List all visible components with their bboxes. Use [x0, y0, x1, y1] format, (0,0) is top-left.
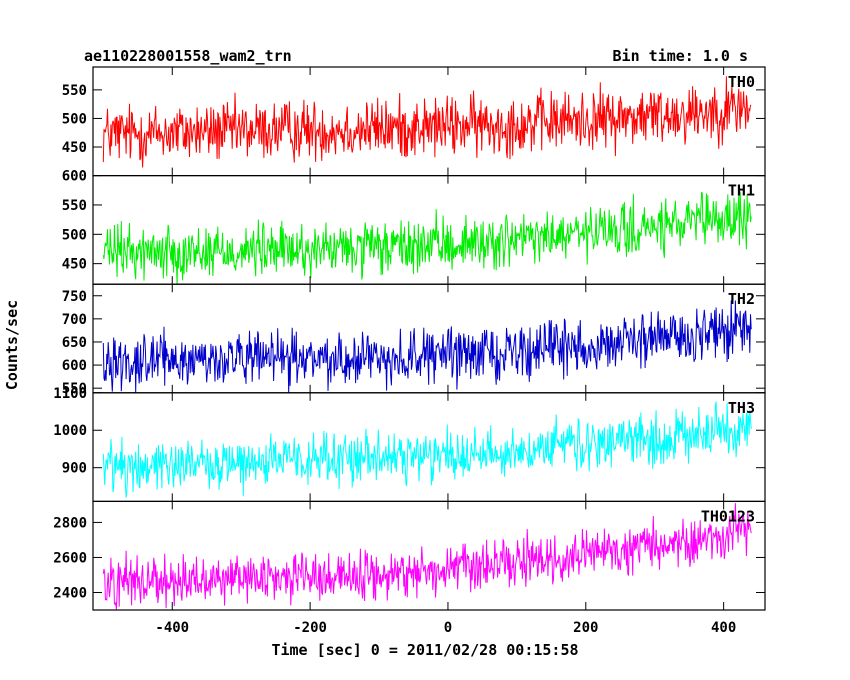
- panel-th2: 550 600 650 700 750 TH2: [62, 283, 766, 397]
- y-tick-label: 550: [62, 83, 87, 99]
- y-tick-label: 1100: [53, 386, 87, 402]
- y-tick-label: 750: [62, 289, 87, 305]
- x-tick-label: 200: [573, 620, 598, 636]
- x-tick-label: 0: [444, 620, 452, 636]
- y-tick-label: 450: [62, 140, 87, 156]
- y-tick-label: 550: [62, 381, 87, 397]
- y-tick-label: 600: [62, 358, 87, 374]
- y-tick-label: 550: [62, 198, 87, 214]
- y-tick-label: 900: [62, 461, 87, 477]
- panel-frame: [92, 175, 766, 285]
- series-label-th0: TH0: [728, 73, 755, 91]
- panel-th0: 450 500 550 TH0: [62, 66, 766, 177]
- panels-group: 450 500 550 TH0 450 500 550 600 TH1 550 600 650 700 7…: [53, 66, 766, 611]
- y-tick-label: 1000: [53, 423, 87, 439]
- y-tick-label: 500: [62, 227, 87, 243]
- y-tick-label: 450: [62, 257, 87, 273]
- series-label-th3: TH3: [728, 399, 755, 417]
- y-axis-label: Counts/sec: [3, 300, 21, 390]
- series-line-th3: [102, 401, 752, 498]
- panel-th0123: 2400 2600 2800 TH0123: [53, 500, 766, 611]
- x-tick-label: -200: [293, 620, 327, 636]
- y-tick-label: 2400: [53, 585, 87, 601]
- bin-time-label: Bin time: 1.0 s: [613, 47, 748, 65]
- panel-th1: 450 500 550 600 TH1: [62, 169, 766, 285]
- y-tick-label: 500: [62, 111, 87, 127]
- x-axis-label: Time [sec] 0 = 2011/02/28 00:15:58: [271, 641, 578, 659]
- series-line-th1: [102, 191, 752, 285]
- series-label-th2: TH2: [728, 290, 755, 308]
- y-tick-label: 600: [62, 169, 87, 185]
- series-line-th2: [102, 300, 752, 393]
- series-line-th0: [102, 76, 752, 168]
- series-label-th0123: TH0123: [701, 507, 755, 525]
- x-tick-label: 400: [711, 620, 736, 636]
- series-line-th0123: [102, 503, 752, 610]
- panel-frame: [92, 500, 766, 611]
- y-tick-label: 700: [62, 312, 87, 328]
- y-tick-label: 2600: [53, 550, 87, 566]
- plot-title: ae110228001558_wam2_trn: [84, 47, 292, 65]
- x-tick-label: -400: [155, 620, 189, 636]
- panel-th3: 900 1000 1100 TH3: [53, 386, 766, 502]
- series-label-th1: TH1: [728, 182, 755, 200]
- y-tick-label: 650: [62, 335, 87, 351]
- x-axis: -400 -200 0 200 400: [155, 620, 736, 636]
- y-tick-label: 2800: [53, 515, 87, 531]
